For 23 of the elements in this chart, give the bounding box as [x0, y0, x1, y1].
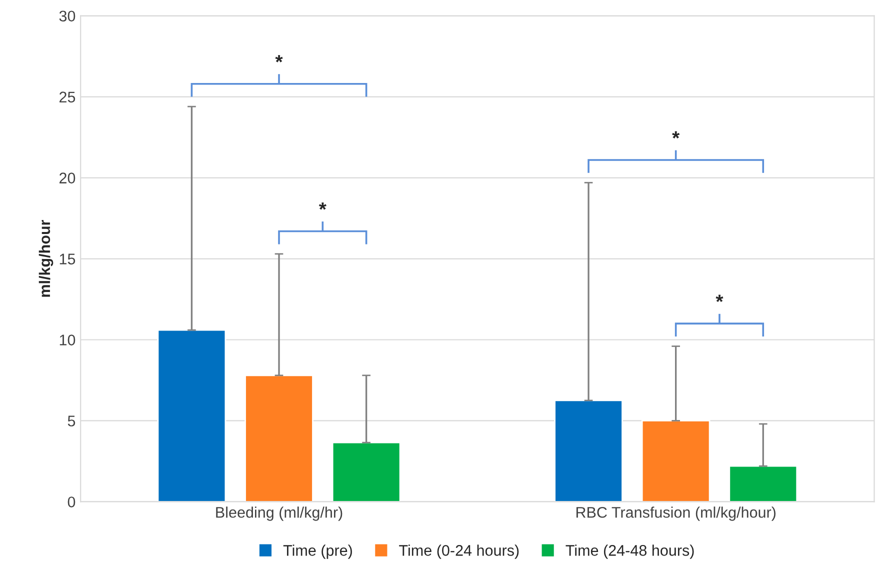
- bar: [332, 442, 401, 502]
- bar: [244, 374, 314, 502]
- legend-label: Time (pre): [283, 544, 352, 559]
- y-tick-label: 15: [60, 254, 76, 264]
- x-tick-label: RBC Transfusion (ml/kg/hour): [576, 506, 776, 521]
- y-tick-label: 25: [60, 92, 76, 102]
- bar: [728, 465, 798, 502]
- annotation: *: [275, 55, 283, 62]
- y-tick-label: 30: [59, 10, 76, 22]
- y-axis-title: ml/kg/hour: [38, 220, 54, 297]
- y-tick-label: 20: [60, 172, 76, 184]
- y-tick-label: 0: [68, 496, 76, 508]
- y-tick-label: 5: [68, 416, 76, 426]
- y-tick-label: 10: [60, 334, 76, 346]
- bar: [157, 329, 226, 502]
- annotation: *: [318, 202, 326, 210]
- bar: [554, 400, 623, 502]
- legend-label: Time (24-48 hours): [566, 544, 694, 559]
- annotation: *: [672, 131, 680, 138]
- legend-label: Time (0-24 hours): [399, 544, 519, 559]
- annotation: *: [716, 294, 724, 302]
- x-tick-label: Bleeding (ml/kg/hr): [216, 506, 342, 521]
- bar: [641, 420, 710, 502]
